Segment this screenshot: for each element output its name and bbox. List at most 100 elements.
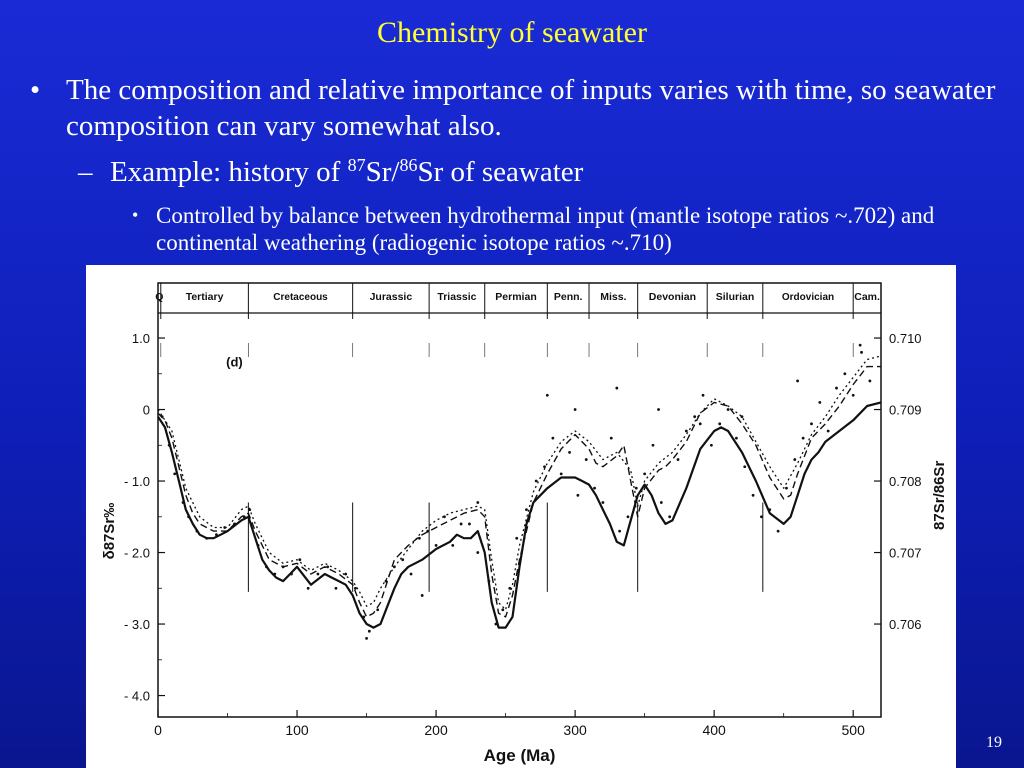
- period-label: Tertiary: [186, 291, 224, 303]
- data-point: [354, 586, 357, 590]
- y-left-tick-label: - 4.0: [124, 689, 150, 704]
- data-point: [626, 515, 630, 519]
- data-point: [559, 472, 563, 476]
- data-point: [443, 515, 446, 519]
- superscript-86: 86: [399, 155, 418, 175]
- y-left-tick-label: 0: [143, 403, 150, 418]
- slide-number: 19: [986, 734, 1002, 751]
- data-point: [615, 386, 619, 390]
- data-point: [851, 393, 855, 397]
- bullet-dot: •: [30, 74, 41, 106]
- data-point: [434, 543, 438, 547]
- bullet-dot-small: •: [132, 205, 139, 225]
- data-point: [776, 529, 780, 533]
- data-point: [376, 608, 380, 612]
- data-point: [743, 465, 747, 469]
- y-right-tick-label: 0.709: [889, 403, 922, 418]
- data-point: [501, 608, 505, 612]
- data-point: [676, 458, 680, 461]
- data-point: [796, 379, 799, 383]
- bullet-level-2: – Example: history of 87Sr/86Sr of seawa…: [78, 154, 998, 190]
- period-label: Jurassic: [370, 291, 413, 303]
- data-point: [751, 493, 755, 497]
- y-left-tick-label: - 2.0: [124, 546, 150, 561]
- data-point: [344, 572, 348, 576]
- data-point: [793, 458, 797, 461]
- data-point: [709, 443, 713, 447]
- data-point: [634, 486, 638, 490]
- x-tick-label: 400: [702, 722, 726, 738]
- x-tick-label: 200: [424, 722, 448, 738]
- y-right-tick-label: 0.710: [889, 331, 922, 346]
- data-point: [810, 422, 813, 426]
- y-right-tick-label: 0.706: [889, 617, 922, 632]
- data-point: [651, 443, 655, 447]
- data-point: [760, 515, 763, 519]
- series-line-dashed: [157, 365, 881, 618]
- data-point: [508, 586, 512, 590]
- x-tick-label: 100: [285, 722, 309, 738]
- data-point: [515, 536, 519, 540]
- data-point: [326, 565, 330, 569]
- data-point: [417, 536, 421, 540]
- period-label: Q: [155, 291, 163, 303]
- y-left-tick-label: - 1.0: [124, 474, 150, 489]
- data-point: [223, 526, 227, 529]
- bullet-text-controlled: Controlled by balance between hydrotherm…: [156, 203, 935, 255]
- data-point: [476, 501, 480, 504]
- y-left-axis-label: δ87Sr‰: [101, 503, 118, 560]
- x-axis-label: Age (Ma): [484, 746, 556, 765]
- bullet-level-3: • Controlled by balance between hydrothe…: [132, 202, 1002, 256]
- data-point: [298, 558, 302, 562]
- example-suffix: Sr of seawater: [417, 156, 584, 188]
- plot-frame: [157, 282, 882, 718]
- data-point: [593, 486, 596, 490]
- data-point: [334, 586, 338, 590]
- y-right-axis-label: 87Sr/86Sr: [931, 461, 948, 530]
- series-line-solid: [157, 401, 882, 629]
- data-point: [740, 415, 744, 419]
- panel-label: (d): [226, 355, 243, 370]
- data-point: [818, 400, 822, 404]
- period-label: Devonian: [649, 291, 696, 303]
- data-point: [726, 408, 730, 411]
- data-point: [868, 379, 872, 383]
- data-point: [657, 408, 660, 411]
- data-point: [584, 458, 588, 461]
- data-point: [367, 629, 371, 633]
- period-label: Silurian: [716, 291, 755, 303]
- data-point: [735, 436, 738, 440]
- y-left-tick-label: 1.0: [132, 331, 150, 346]
- data-point: [420, 594, 424, 597]
- data-point: [459, 522, 463, 526]
- data-point: [576, 493, 580, 497]
- data-point: [701, 393, 705, 397]
- data-point: [684, 429, 688, 433]
- data-point: [401, 558, 405, 562]
- example-sr-slash: Sr/: [365, 156, 400, 188]
- data-point: [525, 508, 528, 512]
- data-point: [858, 343, 862, 347]
- example-prefix: Example: history of: [110, 156, 348, 188]
- y-left-tick-label: - 3.0: [124, 617, 150, 632]
- data-point: [468, 522, 471, 526]
- data-point: [551, 436, 555, 440]
- data-point: [545, 393, 549, 397]
- data-point: [476, 551, 480, 554]
- data-point: [618, 529, 622, 533]
- data-point: [668, 515, 672, 519]
- sr-isotope-chart: Q Tertiary Cretaceous Jurassic Triassic Permi…: [101, 282, 948, 765]
- data-point: [409, 572, 413, 576]
- data-point: [843, 372, 847, 376]
- data-point: [718, 422, 722, 426]
- data-point: [643, 472, 647, 476]
- data-point: [306, 586, 310, 590]
- data-point: [601, 501, 605, 504]
- sr-isotope-figure: Q Tertiary Cretaceous Jurassic Triassic Permi…: [86, 265, 956, 768]
- data-point: [801, 436, 805, 440]
- y-right-tick-label: 0.707: [889, 546, 922, 561]
- data-point: [835, 386, 838, 390]
- bullet-text-example: Example: history of 87Sr/86Sr of seawate…: [110, 154, 998, 190]
- period-label: Ordovician: [782, 292, 834, 303]
- data-point: [173, 472, 177, 476]
